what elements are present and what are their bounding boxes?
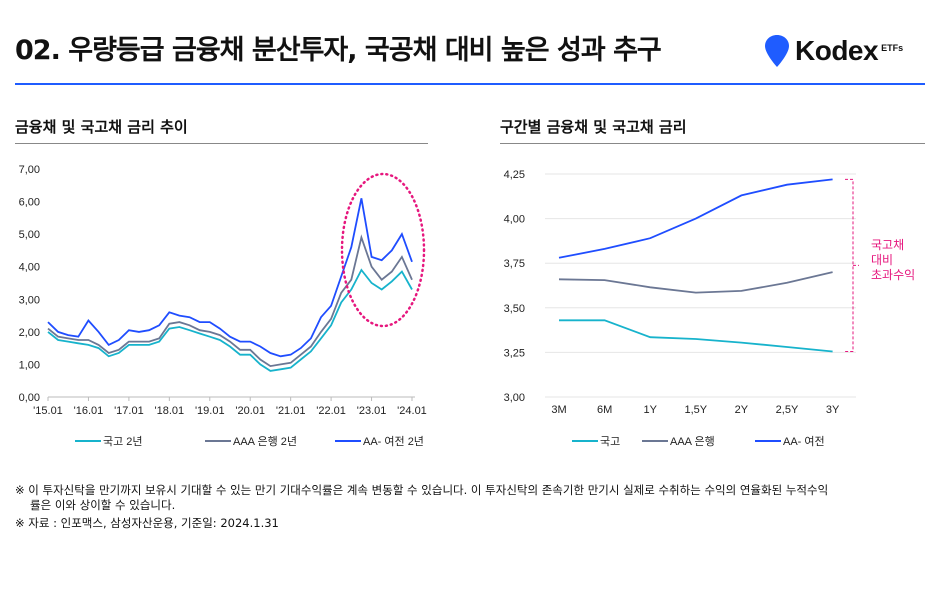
- x-tick-label: 3Y: [826, 404, 840, 416]
- y-tick-label: 4,25: [504, 169, 525, 181]
- x-tick-label: '24.01: [397, 405, 427, 417]
- left-chart-title: 금융채 및 국고채 금리 추이: [15, 118, 188, 136]
- header-divider: [15, 83, 925, 85]
- footnote-1-cont: 률은 이와 상이할 수 있습니다.: [30, 498, 176, 512]
- legend-label: 국고: [600, 436, 620, 448]
- x-tick-label: '19.01: [195, 405, 225, 417]
- legend-label: 국고 2년: [103, 435, 143, 448]
- x-tick-label: '22.01: [316, 405, 346, 417]
- series-line-2: [47, 198, 413, 358]
- footnote-source: ※ 자료 : 인포맥스, 삼성자산운용, 기준일: 2024.1.31: [15, 516, 279, 530]
- x-tick-label: '16.01: [74, 405, 104, 417]
- right-chart-title: 구간별 금융채 및 국고채 금리: [500, 118, 687, 136]
- right-title-divider: [500, 143, 925, 144]
- annotation-label: 초과수익: [871, 268, 915, 282]
- footnote-1: ※ 이 투자신탁을 만기까지 보유시 기대할 수 있는 만기 기대수익률은 계속…: [15, 483, 829, 497]
- x-tick-label: 6M: [597, 404, 612, 416]
- x-tick-label: '20.01: [235, 405, 265, 417]
- legend-label: AAA 은행 2년: [233, 435, 297, 448]
- y-tick-label: 3,50: [504, 303, 525, 315]
- series-line-2: [558, 178, 833, 259]
- y-tick-label: 3,00: [19, 294, 40, 306]
- y-tick-label: 5,00: [19, 229, 40, 241]
- x-tick-label: 1Y: [643, 404, 657, 416]
- x-tick-label: '23.01: [357, 405, 387, 417]
- kodex-logo: Kodex ETFs: [765, 35, 903, 67]
- y-tick-label: 0,00: [19, 392, 40, 404]
- annotation-label: 대비: [871, 253, 893, 267]
- logo-suffix: ETFs: [881, 43, 904, 53]
- annotation-label: 국고채: [871, 238, 904, 252]
- x-tick-label: 1,5Y: [684, 404, 707, 416]
- x-tick-label: 2Y: [735, 404, 749, 416]
- series-line-1: [47, 234, 413, 368]
- term-rate-chart: 3,00 3,25 3,50 3,75 4,00 4,25 3M 6M 1Y 1,5Y 2Y 2,5Y…: [504, 169, 916, 448]
- legend-label: AA- 여전 2년: [363, 435, 424, 448]
- y-tick-label: 2,00: [19, 327, 40, 339]
- series-line-0: [559, 319, 833, 353]
- y-tick-label: 6,00: [19, 197, 40, 209]
- logo-text: Kodex: [795, 35, 879, 66]
- y-tick-label: 3,00: [504, 392, 525, 404]
- x-tick-label: 2,5Y: [776, 404, 799, 416]
- x-tick-label: 3M: [551, 404, 566, 416]
- y-tick-label: 7,00: [19, 164, 40, 176]
- page-title: 02. 우량등급 금융채 분산투자, 국공채 대비 높은 성과 추구: [15, 35, 662, 66]
- highlight-ellipse: [340, 172, 426, 328]
- excess-return-bracket: [845, 178, 859, 353]
- legend-label: AAA 은행: [670, 435, 715, 448]
- x-tick-label: '15.01: [33, 405, 63, 417]
- x-tick-label: '21.01: [276, 405, 306, 417]
- location-pin-icon: [765, 35, 789, 67]
- y-tick-label: 4,00: [504, 214, 525, 226]
- y-tick-label: 4,00: [19, 262, 40, 274]
- legend-label: AA- 여전: [783, 435, 825, 448]
- x-tick-label: '17.01: [114, 405, 144, 417]
- y-tick-label: 3,25: [504, 347, 525, 359]
- rate-trend-chart: 0,00 1,00 2,00 3,00 4,00 5,00 6,00 7,00 '15.01 '1…: [19, 164, 427, 448]
- y-tick-label: 3,75: [504, 258, 525, 270]
- y-tick-label: 1,00: [19, 359, 40, 371]
- series-line-0: [47, 268, 413, 372]
- left-title-divider: [15, 143, 428, 144]
- x-tick-label: '18.01: [155, 405, 185, 417]
- series-line-1: [558, 271, 833, 294]
